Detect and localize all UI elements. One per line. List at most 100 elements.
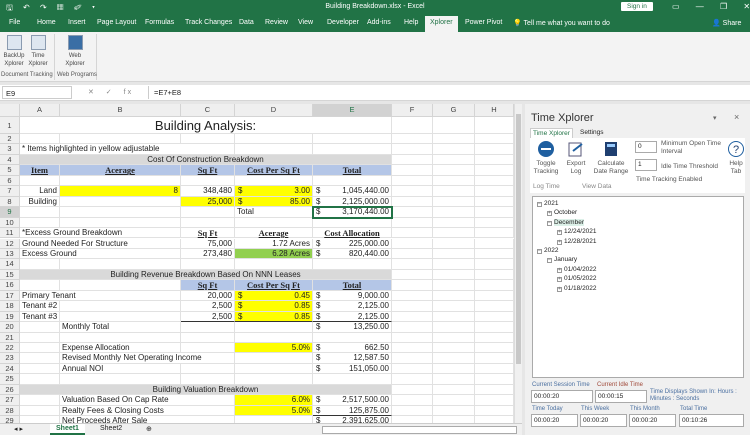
grid-cell[interactable] bbox=[392, 207, 433, 218]
cell-d13[interactable]: 6.28 Acres bbox=[235, 248, 313, 260]
grid-cell[interactable] bbox=[392, 384, 433, 396]
tell-me-search[interactable]: 💡 Tell me what you want to do bbox=[513, 20, 610, 27]
grid-cell[interactable] bbox=[433, 144, 475, 155]
cell-a18[interactable]: Tenant #2 bbox=[20, 301, 60, 312]
cell-e18[interactable]: $2,125.00 bbox=[313, 301, 392, 312]
row-header[interactable]: 14 bbox=[0, 259, 20, 270]
sheet-tab-sheet2[interactable]: Sheet2 bbox=[100, 425, 123, 432]
grid-cell[interactable] bbox=[181, 217, 235, 229]
cell-a26[interactable]: Building Valuation Breakdown bbox=[20, 384, 392, 396]
cell-d12[interactable]: 1.72 Acres bbox=[235, 238, 313, 249]
column-header-g[interactable]: G bbox=[433, 104, 475, 117]
grid-cell[interactable] bbox=[392, 353, 433, 364]
tree-node[interactable]: − January bbox=[547, 256, 577, 264]
grid-cell[interactable] bbox=[392, 196, 433, 208]
column-header-d[interactable]: D bbox=[235, 104, 313, 117]
grid-cell[interactable] bbox=[181, 207, 235, 218]
grid-cell[interactable] bbox=[475, 395, 514, 406]
row-header[interactable]: 25 bbox=[0, 374, 20, 385]
help-tab-button[interactable]: ? Help Tab bbox=[727, 141, 745, 176]
cell-a5[interactable]: Item bbox=[20, 165, 60, 176]
cell-c7[interactable]: 348,480 bbox=[181, 186, 235, 197]
grid-cell[interactable] bbox=[475, 154, 514, 166]
tree-node[interactable]: +01/18/2022 bbox=[557, 285, 597, 292]
cell-b22[interactable]: Expense Allocation bbox=[60, 343, 181, 354]
grid-cell[interactable] bbox=[475, 290, 514, 302]
grid-cell[interactable] bbox=[60, 311, 181, 323]
tree-node[interactable]: −2022 bbox=[537, 247, 558, 254]
grid-cell[interactable] bbox=[475, 384, 514, 396]
cell-b23[interactable]: Revised Monthly Net Operating Income bbox=[60, 353, 235, 364]
grid-cell[interactable] bbox=[433, 259, 475, 270]
row-header[interactable]: 9 bbox=[0, 207, 20, 218]
grid-cell[interactable] bbox=[475, 238, 514, 249]
expand-icon[interactable]: + bbox=[557, 229, 562, 236]
grid-cell[interactable] bbox=[392, 248, 433, 260]
row-header[interactable]: 6 bbox=[0, 175, 20, 187]
cell-d19[interactable]: $0.85 bbox=[235, 311, 313, 323]
cell-c5[interactable]: Sq Ft bbox=[181, 165, 235, 176]
row-header[interactable]: 16 bbox=[0, 280, 20, 291]
row-header[interactable]: 28 bbox=[0, 405, 20, 417]
tree-node[interactable]: + October bbox=[547, 209, 577, 217]
row-header[interactable]: 2 bbox=[0, 134, 20, 145]
row-header[interactable]: 24 bbox=[0, 363, 20, 375]
tab-power-pivot[interactable]: Power Pivot bbox=[465, 19, 503, 26]
cell-a19[interactable]: Tenant #3 bbox=[20, 311, 60, 323]
expand-icon[interactable]: + bbox=[557, 285, 562, 292]
column-header-h[interactable]: H bbox=[475, 104, 514, 117]
grid-cell[interactable] bbox=[20, 259, 60, 270]
grid-cell[interactable] bbox=[235, 259, 313, 270]
column-header-e[interactable]: E bbox=[313, 104, 392, 117]
min-open-spinner[interactable]: 0 bbox=[635, 141, 657, 153]
grid-cell[interactable] bbox=[235, 416, 313, 423]
expand-icon[interactable]: + bbox=[547, 210, 552, 217]
grid-cell[interactable] bbox=[60, 207, 181, 218]
grid-cell[interactable] bbox=[313, 134, 392, 145]
select-all-corner[interactable] bbox=[0, 104, 20, 117]
grid-cell[interactable] bbox=[433, 217, 475, 229]
time-today-field[interactable]: 00:00:20 bbox=[531, 414, 578, 427]
tab-formulas[interactable]: Formulas bbox=[145, 19, 175, 26]
tree-node[interactable]: +12/24/2021 bbox=[557, 228, 597, 236]
tab-page-layout[interactable]: Page Layout bbox=[97, 19, 137, 26]
grid-cell[interactable] bbox=[475, 207, 514, 218]
grid-cell[interactable] bbox=[392, 165, 433, 176]
cell-d11[interactable]: Acerage bbox=[235, 228, 313, 239]
grid-cell[interactable] bbox=[392, 217, 433, 229]
row-header[interactable]: 11 bbox=[0, 228, 20, 239]
cell-a13[interactable]: Excess Ground bbox=[20, 248, 181, 260]
cell-b24[interactable]: Annual NOI bbox=[60, 363, 181, 375]
cell-e7[interactable]: $1,045,440.00 bbox=[313, 186, 392, 197]
grid-cell[interactable] bbox=[235, 217, 313, 229]
time-xplorer-button[interactable]: Time Xplorer bbox=[27, 35, 49, 68]
cell-a11[interactable]: *Excess Ground Breakdown bbox=[20, 228, 181, 239]
sheet-nav-arrows[interactable]: ◂ ▸ bbox=[14, 426, 23, 433]
this-week-field[interactable]: 00:00:20 bbox=[580, 414, 627, 427]
grid-cell[interactable] bbox=[433, 207, 475, 218]
grid-cell[interactable] bbox=[475, 165, 514, 176]
row-header[interactable]: 3 bbox=[0, 144, 20, 155]
collapse-icon[interactable]: − bbox=[537, 248, 542, 254]
grid-cell[interactable] bbox=[235, 144, 313, 155]
grid-cell[interactable] bbox=[60, 196, 181, 208]
grid-cell[interactable] bbox=[475, 332, 514, 343]
grid-cell[interactable] bbox=[20, 363, 60, 375]
tab-help[interactable]: Help bbox=[404, 19, 419, 26]
grid-cell[interactable] bbox=[313, 259, 392, 270]
grid-cell[interactable] bbox=[475, 248, 514, 260]
cell-e5[interactable]: Total bbox=[313, 165, 392, 176]
grid-cell[interactable] bbox=[433, 248, 475, 260]
grid-cell[interactable] bbox=[181, 134, 235, 145]
cell-d27[interactable]: 6.0% bbox=[235, 395, 313, 406]
cell-d17[interactable]: $0.45 bbox=[235, 290, 313, 302]
row-header[interactable]: 10 bbox=[0, 217, 20, 229]
grid-cell[interactable] bbox=[60, 332, 181, 343]
cell-e11[interactable]: Cost Allocation bbox=[313, 228, 392, 239]
grid-cell[interactable] bbox=[181, 332, 235, 343]
column-header-f[interactable]: F bbox=[392, 104, 433, 117]
grid-cell[interactable] bbox=[181, 343, 235, 354]
grid-cell[interactable] bbox=[235, 175, 313, 187]
grid-cell[interactable] bbox=[20, 395, 60, 406]
export-log-button[interactable]: Export Log bbox=[565, 141, 587, 176]
